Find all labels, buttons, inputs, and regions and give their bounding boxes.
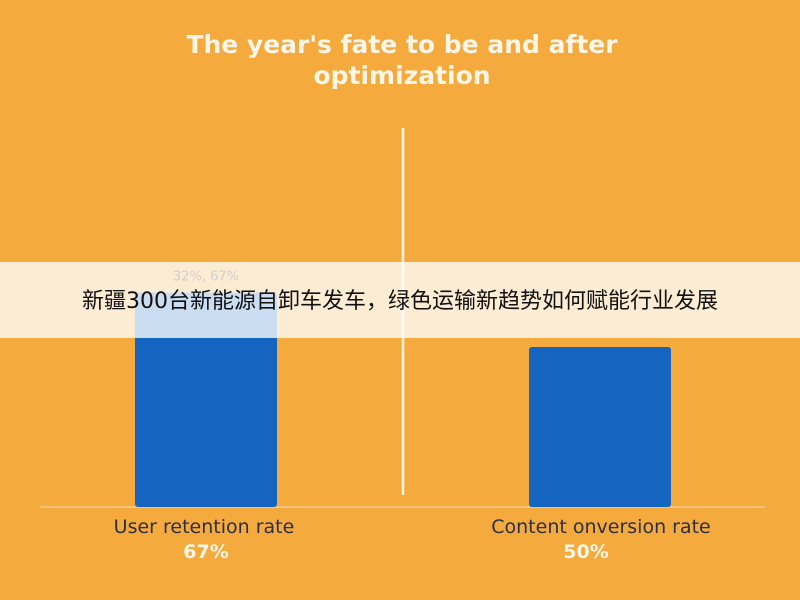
- x-tick-label: Content onversion rate: [491, 516, 711, 538]
- value-label: 50%: [563, 541, 608, 563]
- bar: [135, 292, 277, 507]
- chart-title: The year's fate to be and after: [186, 30, 618, 59]
- banner-band: [0, 262, 800, 338]
- value-label: 67%: [183, 541, 228, 563]
- bar: [529, 347, 671, 507]
- x-tick-label: User retention rate: [114, 516, 295, 538]
- banner-text: 新疆300台新能源自卸车发车，绿色运输新趋势如何赋能行业发展: [82, 289, 718, 314]
- chart-title: optimization: [313, 61, 490, 90]
